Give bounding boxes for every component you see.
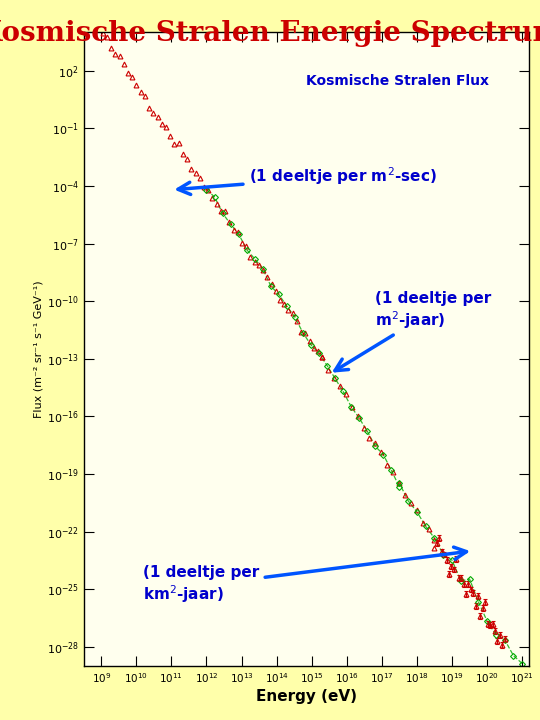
Text: Kosmische Stralen Energie Spectrum: Kosmische Stralen Energie Spectrum (0, 20, 540, 47)
Y-axis label: Flux (m⁻² sr⁻¹ s⁻¹ GeV⁻¹): Flux (m⁻² sr⁻¹ s⁻¹ GeV⁻¹) (34, 280, 44, 418)
X-axis label: Energy (eV): Energy (eV) (256, 689, 357, 704)
Text: (1 deeltje per
m$^2$-jaar): (1 deeltje per m$^2$-jaar) (335, 291, 491, 371)
Text: (1 deeltje per m$^2$-sec): (1 deeltje per m$^2$-sec) (178, 166, 436, 194)
Text: Kosmische Stralen Flux: Kosmische Stralen Flux (307, 73, 489, 88)
Text: (1 deeltje per
km$^2$-jaar): (1 deeltje per km$^2$-jaar) (143, 547, 467, 606)
